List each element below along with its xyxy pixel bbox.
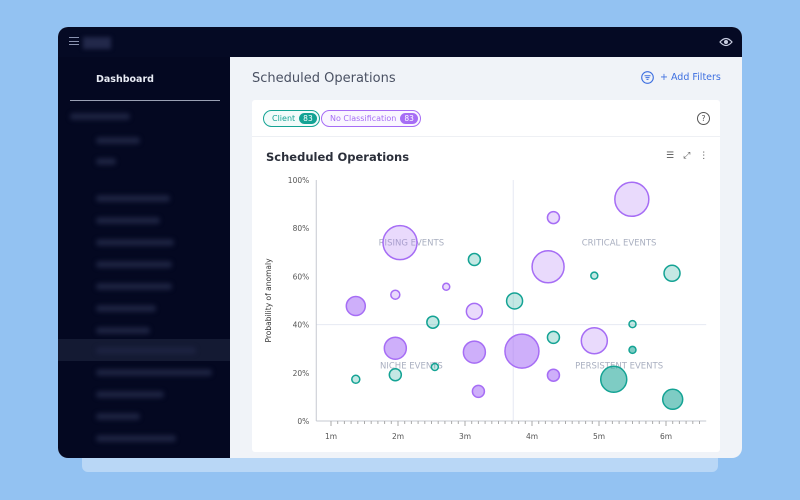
bubble-client[interactable] [599, 365, 628, 394]
add-filters-button[interactable]: + Add Filters [660, 72, 721, 83]
quadrant-label: PERSISTENT EVENTS [575, 362, 663, 372]
more-options-icon[interactable]: ⋮ [699, 151, 709, 161]
quadrant-label: CRITICAL EVENTS [582, 239, 657, 249]
bubble-no-classification[interactable] [345, 295, 367, 317]
bubble-client[interactable] [505, 292, 524, 310]
y-axis-label: Probability of anomaly [264, 258, 273, 343]
sidebar-blurred-item[interactable] [96, 305, 156, 312]
list-icon[interactable]: ☰ [666, 151, 675, 161]
x-tick-label: 4m [526, 432, 538, 441]
bubble-client[interactable] [430, 362, 440, 372]
y-tick-label: 20% [293, 369, 310, 378]
bubble-client[interactable] [590, 271, 599, 280]
y-tick-label: 60% [293, 272, 310, 281]
y-tick-label: 100% [288, 176, 309, 185]
bubble-no-classification[interactable] [390, 289, 401, 300]
bubble-no-classification[interactable] [382, 224, 418, 261]
brand-logo [83, 37, 111, 49]
sidebar: Dashboard [58, 57, 230, 458]
bubble-no-classification[interactable] [614, 181, 650, 218]
bubble-no-classification[interactable] [531, 250, 565, 284]
chip-count: 83 [299, 113, 317, 124]
hamburger-menu-icon[interactable] [69, 37, 79, 45]
filter-icon[interactable] [641, 71, 654, 84]
sidebar-blurred-item[interactable] [96, 369, 212, 376]
sidebar-blurred-item[interactable] [96, 217, 160, 224]
sidebar-blurred-item[interactable] [96, 239, 174, 246]
bubble-client[interactable] [351, 374, 361, 385]
bubble-client[interactable] [388, 367, 403, 382]
sidebar-blurred-item[interactable] [96, 327, 150, 334]
sidebar-blurred-item[interactable] [96, 137, 140, 144]
bubble-client[interactable] [628, 319, 637, 329]
sidebar-blurred-item [70, 113, 130, 120]
chip-no-classification[interactable]: No Classification 83 [321, 110, 421, 127]
chip-label: No Classification [330, 114, 397, 123]
eye-icon[interactable] [719, 37, 733, 47]
chip-client[interactable]: Client 83 [263, 110, 320, 127]
bubble-no-classification[interactable] [462, 340, 487, 364]
expand-icon[interactable]: ⤢ [683, 151, 691, 161]
bubble-client[interactable] [628, 345, 637, 355]
bubble-no-classification[interactable] [465, 302, 484, 321]
bubble-no-classification[interactable] [441, 282, 451, 292]
bubble-no-classification[interactable] [383, 336, 408, 360]
x-tick-label: 2m [392, 432, 404, 441]
chart-title: Scheduled Operations [266, 150, 410, 164]
sidebar-blurred-item[interactable] [96, 435, 176, 442]
bubble-no-classification[interactable] [546, 368, 561, 382]
sidebar-blurred-item[interactable] [96, 158, 116, 165]
x-tick-label: 3m [459, 432, 471, 441]
sidebar-blurred-item[interactable] [96, 391, 164, 398]
sidebar-item-dashboard[interactable]: Dashboard [96, 74, 154, 85]
app-window: Dashboard Scheduled Operations + Add Fil… [58, 27, 742, 458]
sidebar-blurred-item[interactable] [96, 413, 140, 420]
bubble-client[interactable] [426, 315, 440, 329]
y-tick-label: 0% [297, 417, 309, 426]
bubble-no-classification[interactable] [471, 384, 486, 399]
x-tick-label: 6m [660, 432, 672, 441]
top-bar [58, 27, 742, 57]
bubble-client[interactable] [467, 252, 482, 267]
bubble-no-classification[interactable] [546, 210, 561, 225]
chart-card: Client 83 No Classification 83 ? Schedul… [252, 100, 720, 452]
quadrant-label: NICHE EVENTS [380, 362, 443, 372]
bubble-client[interactable] [546, 330, 561, 345]
quadrant-label: RISING EVENTS [379, 239, 444, 249]
sidebar-blurred-item[interactable] [96, 347, 196, 354]
x-tick-label: 5m [593, 432, 605, 441]
sidebar-blurred-item[interactable] [96, 283, 172, 290]
x-tick-label: 1m [325, 432, 337, 441]
page-title: Scheduled Operations [252, 71, 396, 86]
divider [70, 100, 220, 101]
bubble-client[interactable] [661, 388, 684, 411]
bubble-no-classification[interactable] [580, 326, 609, 355]
bubble-no-classification[interactable] [504, 333, 540, 369]
sidebar-blurred-item[interactable] [96, 261, 172, 268]
help-icon[interactable]: ? [697, 112, 710, 125]
sidebar-blurred-item[interactable] [96, 195, 170, 202]
chip-label: Client [272, 114, 296, 123]
legend-chips: Client 83 No Classification 83 ? [252, 100, 720, 137]
bubble-client[interactable] [663, 264, 681, 283]
y-tick-label: 80% [293, 224, 310, 233]
chip-count: 83 [400, 113, 418, 124]
y-tick-label: 40% [293, 321, 310, 330]
